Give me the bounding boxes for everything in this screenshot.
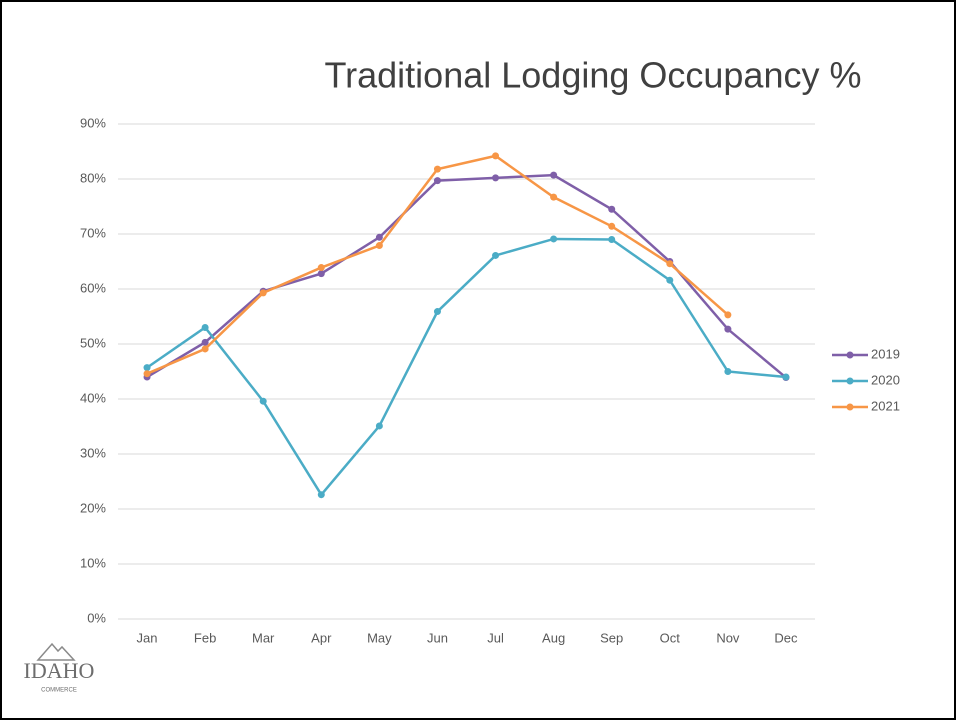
data-point bbox=[433, 165, 441, 173]
logo: IDAHO COMMERCE bbox=[24, 642, 95, 694]
y-tick-label: 10% bbox=[80, 555, 106, 570]
y-tick-label: 60% bbox=[80, 280, 106, 295]
legend-marker bbox=[846, 403, 854, 411]
data-point bbox=[259, 289, 267, 297]
y-tick-label: 20% bbox=[80, 500, 106, 515]
y-tick-label: 90% bbox=[80, 115, 106, 130]
y-tick-label: 0% bbox=[87, 610, 106, 625]
data-point bbox=[317, 491, 325, 499]
x-tick-label: Mar bbox=[252, 630, 275, 645]
data-point bbox=[375, 422, 383, 430]
data-point bbox=[666, 260, 674, 268]
data-point bbox=[550, 193, 558, 201]
series-line bbox=[146, 237, 787, 497]
data-point bbox=[375, 242, 383, 250]
x-tick-label: Oct bbox=[660, 630, 681, 645]
legend-label: 2019 bbox=[871, 346, 900, 361]
legend-label: 2021 bbox=[871, 398, 900, 413]
x-tick-label: Dec bbox=[774, 630, 798, 645]
x-tick-label: Nov bbox=[716, 630, 740, 645]
x-tick-label: Jun bbox=[427, 630, 448, 645]
data-point bbox=[143, 370, 151, 378]
legend-marker bbox=[846, 377, 854, 385]
y-tick-label: 50% bbox=[80, 335, 106, 350]
data-point bbox=[375, 233, 383, 241]
data-point bbox=[724, 325, 732, 333]
data-point bbox=[201, 324, 209, 331]
legend-marker bbox=[846, 351, 854, 359]
x-tick-label: Jul bbox=[487, 630, 504, 645]
x-tick-label: May bbox=[367, 630, 392, 645]
data-point bbox=[259, 397, 267, 405]
data-point bbox=[782, 373, 790, 381]
data-point bbox=[492, 174, 500, 182]
x-tick-label: Apr bbox=[311, 630, 332, 645]
data-point bbox=[550, 171, 558, 179]
y-tick-label: 30% bbox=[80, 445, 106, 460]
data-point bbox=[608, 205, 616, 213]
data-point bbox=[724, 311, 732, 319]
y-tick-label: 80% bbox=[80, 170, 106, 185]
data-point bbox=[317, 270, 325, 278]
legend-label: 2020 bbox=[871, 372, 900, 387]
x-tick-label: Aug bbox=[542, 630, 565, 645]
data-point bbox=[666, 276, 674, 284]
logo-name: IDAHO bbox=[24, 658, 95, 683]
data-point bbox=[433, 308, 441, 316]
data-point bbox=[724, 368, 732, 375]
y-tick-label: 40% bbox=[80, 390, 106, 405]
x-tick-label: Feb bbox=[194, 630, 216, 645]
logo-subtitle: COMMERCE bbox=[41, 688, 77, 694]
data-point bbox=[492, 251, 500, 259]
data-point bbox=[433, 177, 441, 185]
x-tick-label: Jan bbox=[137, 630, 158, 645]
data-point bbox=[201, 345, 209, 353]
chart-title: Traditional Lodging Occupancy % bbox=[325, 55, 862, 96]
data-point bbox=[492, 152, 500, 160]
data-point bbox=[201, 338, 209, 346]
data-point bbox=[550, 235, 558, 243]
y-tick-label: 70% bbox=[80, 225, 106, 240]
data-point bbox=[608, 222, 616, 230]
x-tick-label: Sep bbox=[600, 630, 623, 645]
logo-mountain bbox=[36, 642, 76, 661]
data-point bbox=[143, 364, 151, 372]
data-point bbox=[317, 264, 325, 272]
data-point bbox=[608, 236, 616, 243]
